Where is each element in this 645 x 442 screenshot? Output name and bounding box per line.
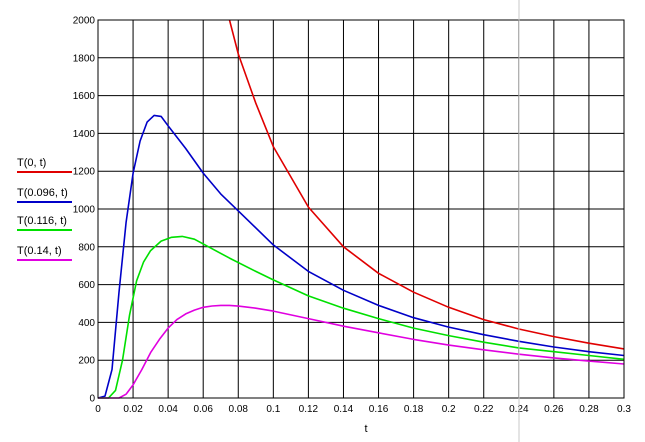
y-tick-label: 800 — [78, 242, 95, 253]
y-tick-label: 2000 — [73, 16, 96, 27]
x-tick-label: 0.06 — [193, 404, 213, 415]
x-tick-label: 0.3 — [617, 404, 631, 415]
x-tick-label: 0.04 — [158, 404, 178, 415]
x-tick-label: 0.14 — [334, 404, 354, 415]
x-tick-label: 0.12 — [299, 404, 319, 415]
y-tick-label: 1400 — [73, 129, 96, 140]
series-lines — [97, 19, 625, 399]
y-tick-label: 1800 — [73, 53, 96, 64]
plot-border — [97, 19, 625, 399]
y-tick-labels: 0 200 400 600 800 1000 1200 1400 1600 1800 2000 — [73, 16, 96, 405]
x-tick-label: 0.28 — [579, 404, 599, 415]
series-line-3 — [98, 304, 625, 399]
x-tick-label: 0 — [95, 404, 101, 415]
series-line-1 — [97, 114, 625, 399]
x-tick-labels: 0 0.02 0.04 0.06 0.08 0.1 0.12 0.14 0.16 0.18 0.2 0… — [95, 404, 631, 415]
x-tick-label: 0.16 — [369, 404, 389, 415]
series-line-2 — [98, 235, 625, 399]
x-tick-label: 0.1 — [266, 404, 280, 415]
x-tick-label: 0.22 — [474, 404, 494, 415]
y-tick-label: 1200 — [73, 167, 96, 178]
y-tick-label: 400 — [78, 318, 95, 329]
y-tick-label: 1600 — [73, 91, 96, 102]
y-tick-label: 1000 — [73, 205, 96, 216]
y-tick-label: 200 — [78, 356, 95, 367]
y-tick-label: 600 — [78, 280, 95, 291]
x-tick-label: 0.18 — [404, 404, 424, 415]
x-tick-label: 0.08 — [229, 404, 249, 415]
legend-label-2: T(0.116, t) — [17, 215, 67, 227]
y-tick-label: 0 — [89, 394, 95, 405]
legend-label-1: T(0.096, t) — [17, 187, 68, 199]
x-tick-label: 0.02 — [123, 404, 143, 415]
series-line-0 — [228, 19, 625, 350]
x-tick-label: 0.2 — [442, 404, 456, 415]
legend: T(0, t) T(0.096, t) T(0.116, t) T(0.14, t) — [17, 157, 72, 261]
x-tick-label: 0.26 — [544, 404, 564, 415]
x-axis-label: t — [364, 423, 367, 435]
legend-label-3: T(0.14, t) — [17, 245, 62, 257]
legend-label-0: T(0, t) — [17, 157, 46, 169]
